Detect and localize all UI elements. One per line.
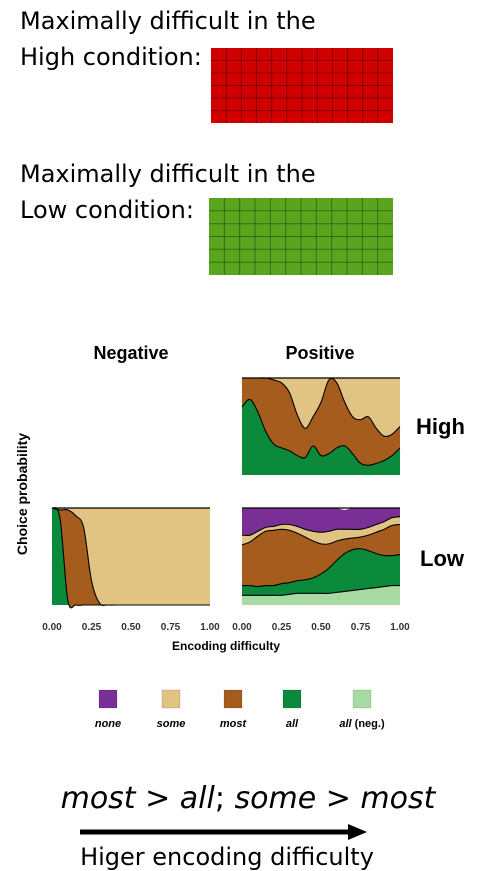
legend-swatch-most — [223, 689, 243, 709]
x-tick-label: 0.50 — [311, 622, 331, 633]
series-boundary-line — [241, 398, 401, 466]
y-axis-label: Choice probability — [14, 433, 30, 555]
x-axis-label: Encoding difficulty — [172, 639, 280, 653]
series-boundary-line — [241, 523, 401, 546]
choice-probability-chart: Negative Positive High Low Choice probab… — [14, 343, 465, 730]
row-label-high: High — [416, 414, 465, 439]
legend-swatch-all-neg — [352, 689, 372, 709]
panel-positive-high — [241, 377, 401, 475]
x-tick-label: 0.50 — [121, 622, 141, 633]
area-most — [242, 524, 400, 587]
x-tick-label: 0.75 — [161, 622, 181, 633]
panel-negative-low — [51, 507, 211, 609]
area-most — [242, 377, 400, 466]
legend-label-all: all — [286, 718, 299, 730]
low-example-line2: Low condition: — [20, 196, 194, 224]
summary-term-2: all — [179, 781, 215, 816]
low-example-line1: Maximally difficult in the — [20, 160, 316, 188]
x-tick-label: 0.00 — [232, 622, 252, 633]
legend-label-all-neg: all (neg.) — [339, 718, 385, 730]
legend-label-most: most — [220, 718, 248, 730]
series-boundary-line — [51, 507, 211, 606]
series-boundary-line — [241, 548, 401, 588]
high-difficulty-grid — [211, 48, 393, 123]
legend-swatch-none — [98, 689, 118, 709]
area-some — [242, 516, 400, 545]
area-all-neg — [242, 585, 400, 605]
area-all — [242, 399, 400, 475]
high-example-line2: High condition: — [20, 43, 202, 71]
area-none — [242, 507, 400, 536]
x-tick-label: 0.25 — [272, 622, 292, 633]
column-label-negative: Negative — [93, 343, 168, 363]
difficulty-axis-caption: Higer encoding difficulty — [80, 843, 374, 871]
x-tick-label: 0.75 — [351, 622, 371, 633]
series-boundary-line — [242, 584, 401, 596]
area-some — [52, 508, 210, 606]
area-some — [242, 377, 400, 437]
summary-term-1: most — [60, 781, 136, 816]
x-tick-label: 1.00 — [390, 622, 410, 633]
difficulty-arrow-icon — [80, 824, 367, 840]
summary-operator-1: > — [135, 781, 180, 816]
x-tick-label: 0.25 — [82, 622, 102, 633]
legend-label-some: some — [157, 718, 186, 730]
row-label-low: Low — [420, 546, 465, 571]
ordering-summary: most > all; some > most — [0, 781, 496, 816]
legend-swatch-all — [282, 689, 302, 709]
grid-fill — [211, 48, 393, 123]
high-example-line1: Maximally difficult in the — [20, 7, 316, 35]
series-boundary-line — [241, 516, 401, 536]
summary-term-3: some — [234, 781, 317, 816]
panel-positive-low — [241, 507, 401, 605]
legend-label-none: none — [95, 718, 121, 730]
low-difficulty-grid — [209, 198, 393, 275]
grid-fill — [209, 198, 393, 275]
summary-operator-2: > — [316, 781, 361, 816]
summary-term-4: most — [360, 781, 436, 816]
legend-swatch-some — [161, 689, 181, 709]
x-tick-label: 1.00 — [200, 622, 220, 633]
summary-separator: ; — [214, 781, 235, 816]
x-tick-label: 0.00 — [42, 622, 62, 633]
column-label-positive: Positive — [285, 343, 354, 363]
